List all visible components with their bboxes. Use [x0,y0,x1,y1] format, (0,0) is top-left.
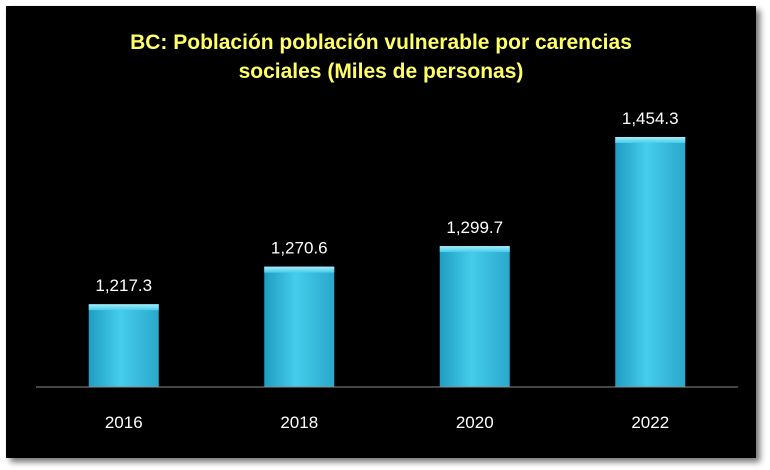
data-label-2016: 1,217.3 [95,276,152,295]
x-tick-label-2022: 2022 [631,413,669,432]
chart-plot: 1,217.3 2016 1,270.6 2018 1,299.7 2020 1,454.3… [36,109,738,432]
bar-highlight-2016 [88,304,159,311]
bar-2016 [88,304,159,387]
x-tick-label-2020: 2020 [456,413,494,432]
data-label-2020: 1,299.7 [446,218,503,237]
x-tick-label-2018: 2018 [280,413,318,432]
chart-frame: BC: Población población vulnerable por c… [6,6,756,458]
x-tick-label-2016: 2016 [105,413,143,432]
bar-2020 [439,246,510,387]
bar-highlight-2018 [264,266,335,273]
bar-2022 [615,137,686,387]
data-label-2018: 1,270.6 [271,239,328,258]
data-label-2022: 1,454.3 [622,109,679,128]
bar-2018 [264,266,335,387]
bar-highlight-2022 [615,137,686,143]
chart-title: BC: Población población vulnerable por c… [130,31,632,83]
bar-highlight-2020 [439,246,510,253]
